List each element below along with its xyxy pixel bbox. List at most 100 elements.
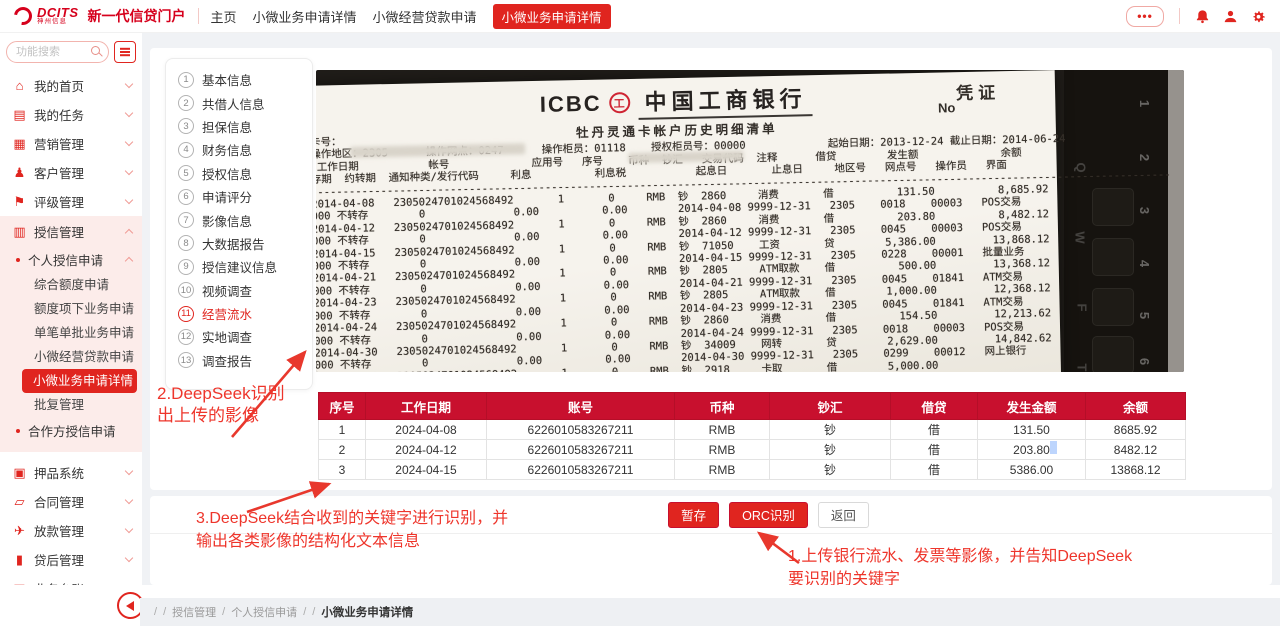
uploaded-statement-image[interactable]: 1 2 3 4 5 6 Q W F T ICBC 工 中国工商银行 xyxy=(316,70,1184,372)
step-finance[interactable]: 4 财务信息 xyxy=(166,138,312,161)
sidebar-item-credit-mgmt[interactable]: ▥ 授信管理 xyxy=(0,217,142,246)
step-bigdata-report[interactable]: 8 大数据报告 xyxy=(166,232,312,255)
tasks-icon: ▤ xyxy=(13,106,26,122)
step-number: 7 xyxy=(178,212,194,229)
save-draft-button[interactable]: 暂存 xyxy=(668,501,720,528)
step-basic-info[interactable]: 1 基本信息 xyxy=(166,68,312,91)
back-button[interactable]: 返回 xyxy=(817,501,869,528)
icbc-logo-icon: 工 xyxy=(609,91,631,114)
col-currency: 币种 xyxy=(674,392,770,420)
chevron-down-icon xyxy=(124,466,134,476)
tab-micro-biz-detail-active[interactable]: 小微业务申请详情 xyxy=(492,3,611,29)
tab-micro-loan-apply[interactable]: 小微经营贷款申请 xyxy=(372,9,477,25)
step-authorization[interactable]: 5 授权信息 xyxy=(166,162,312,185)
search-input[interactable] xyxy=(6,41,109,63)
gear-icon[interactable] xyxy=(1251,9,1266,24)
chevron-down-icon xyxy=(124,166,134,176)
sidebar-item-label: 个人授信申请 xyxy=(28,254,104,268)
user-icon[interactable] xyxy=(1223,9,1238,24)
tab-micro-biz-detail-1[interactable]: 小微业务申请详情 xyxy=(252,9,357,25)
sidebar-item-micro-biz-detail[interactable]: 小微业务申请详情 xyxy=(22,369,137,393)
menu-toggle-button[interactable] xyxy=(114,41,136,63)
col-work-date: 工作日期 xyxy=(365,392,487,420)
step-coborrower[interactable]: 2 共借人信息 xyxy=(166,91,312,114)
breadcrumb-separator: / xyxy=(163,606,167,618)
keyboard-digit: 1 xyxy=(1136,99,1152,108)
step-number: 11 xyxy=(178,305,194,322)
step-credit-suggestion[interactable]: 9 授信建议信息 xyxy=(166,255,312,278)
col-account: 账号 xyxy=(486,392,675,420)
sidebar-item-customers[interactable]: ♟ 客户管理 xyxy=(0,158,142,187)
sidebar-item-label: 我的首页 xyxy=(34,80,85,94)
breadcrumb-separator: / xyxy=(154,606,158,618)
top-bar: DCITS 神州信息 新一代信贷门户 主页 小微业务申请详情 小微经营贷款申请 … xyxy=(0,0,1280,32)
more-menu-button[interactable]: ••• xyxy=(1126,5,1164,27)
voucher-label: 凭证 xyxy=(955,83,1001,104)
action-bar-card: 暂存 ORC识别 返回 xyxy=(150,496,1272,585)
breadcrumb-credit-mgmt[interactable]: 授信管理 xyxy=(172,607,217,619)
step-site-survey[interactable]: 12 实地调查 xyxy=(166,325,312,348)
bell-icon[interactable] xyxy=(1195,9,1210,24)
customer-icon: ♟ xyxy=(13,164,26,180)
paper-plane-icon: ✈ xyxy=(14,522,25,538)
breadcrumb-personal-credit[interactable]: 个人授信申请 xyxy=(231,607,298,619)
hamburger-icon xyxy=(120,51,130,53)
flag-icon: ⚑ xyxy=(13,193,26,209)
step-business-flow[interactable]: 11 经营流水 xyxy=(166,302,312,325)
briefcase-icon: ▣ xyxy=(13,464,26,480)
chevron-up-icon xyxy=(124,256,134,266)
sidebar-item-my-home[interactable]: ⌂ 我的首页 xyxy=(0,71,142,100)
sidebar-item-micro-loan-apply[interactable]: 小微经营贷款申请 xyxy=(34,350,135,364)
sidebar-item-approval-mgmt[interactable]: 批复管理 xyxy=(34,398,85,412)
col-cash-type: 钞汇 xyxy=(769,392,891,420)
ocr-recognize-button[interactable]: ORC识别 xyxy=(729,501,808,528)
step-label: 实地调查 xyxy=(202,331,253,346)
step-number: 10 xyxy=(178,282,194,299)
chevron-down-icon xyxy=(124,553,134,563)
credit-icon: ▥ xyxy=(13,223,26,239)
step-guarantee[interactable]: 3 担保信息 xyxy=(166,115,312,138)
keyboard-digit: 2 xyxy=(1136,153,1152,162)
step-survey-report[interactable]: 13 调查报告 xyxy=(166,349,312,372)
sidebar-item-disbursement[interactable]: ✈ 放款管理 xyxy=(0,516,142,545)
step-imaging[interactable]: 7 影像信息 xyxy=(166,208,312,231)
keyboard-digit: 3 xyxy=(1136,206,1152,215)
sidebar-item-limit-business[interactable]: 额度项下业务申请 xyxy=(34,302,135,316)
top-nav: 主页 小微业务申请详情 小微经营贷款申请 小微业务申请详情 xyxy=(210,3,611,29)
bottom-bar: / / 授信管理 / 个人授信申请 / / 小微业务申请详情 xyxy=(0,585,1280,633)
action-button-row: 暂存 ORC识别 返回 xyxy=(150,496,1272,534)
step-number: 2 xyxy=(178,95,194,112)
app-logo: DCITS 神州信息 新一代信贷门户 xyxy=(10,3,186,29)
table-row: 1 2024-04-08 6226010583267211 RMB 钞借 131.5… xyxy=(318,419,1186,440)
step-number: 1 xyxy=(178,71,194,88)
sidebar-item-rating[interactable]: ⚑ 评级管理 xyxy=(0,187,142,216)
step-label: 共借人信息 xyxy=(202,97,265,112)
statement-header: ICBC 工 中国工商银行 牡丹灵通卡帐户历史明细清单 凭证 No xyxy=(316,70,1056,140)
step-label: 视频调查 xyxy=(202,284,253,299)
sidebar-item-collateral[interactable]: ▣ 押品系统 xyxy=(0,458,142,487)
step-label: 经营流水 xyxy=(202,308,253,323)
sidebar-item-partner-credit[interactable]: 合作方授信申请 xyxy=(0,417,142,444)
tab-home[interactable]: 主页 xyxy=(210,9,237,25)
sidebar-item-single-batch[interactable]: 单笔单批业务申请 xyxy=(34,326,135,340)
chevron-down-icon xyxy=(124,495,134,505)
sidebar-item-personal-credit[interactable]: 个人授信申请 xyxy=(0,246,142,273)
sidebar-menu: ⌂ 我的首页 ▤ 我的任务 ▦ 营销管理 ♟ 客户管理 ⚑ 评级管理 xyxy=(0,71,142,603)
col-balance: 余额 xyxy=(1085,392,1186,420)
step-video-survey[interactable]: 10 视频调查 xyxy=(166,279,312,302)
keyboard-letter: W xyxy=(1072,231,1088,244)
sidebar-item-marketing[interactable]: ▦ 营销管理 xyxy=(0,129,142,158)
keyboard-key xyxy=(1092,188,1134,226)
annotation-3: 3.DeepSeek结合收到的关键字进行识别，并 输出各类影像的结构化文本信息 xyxy=(196,510,509,550)
sidebar-item-comprehensive-limit[interactable]: 综合额度申请 xyxy=(34,278,110,292)
breadcrumb-separator: / xyxy=(312,606,316,618)
sidebar-item-contracts[interactable]: ▱ 合同管理 xyxy=(0,487,142,516)
step-scoring[interactable]: 6 申请评分 xyxy=(166,185,312,208)
sidebar-item-post-loan[interactable]: ▮ 贷后管理 xyxy=(0,545,142,574)
keyboard-key xyxy=(1092,238,1134,276)
step-number: 4 xyxy=(178,141,194,158)
dot-icon xyxy=(16,257,20,262)
sidebar-item-my-tasks[interactable]: ▤ 我的任务 xyxy=(0,100,142,129)
table-row: 3 2024-04-15 6226010583267211 RMB 钞借 5386.… xyxy=(318,459,1186,480)
